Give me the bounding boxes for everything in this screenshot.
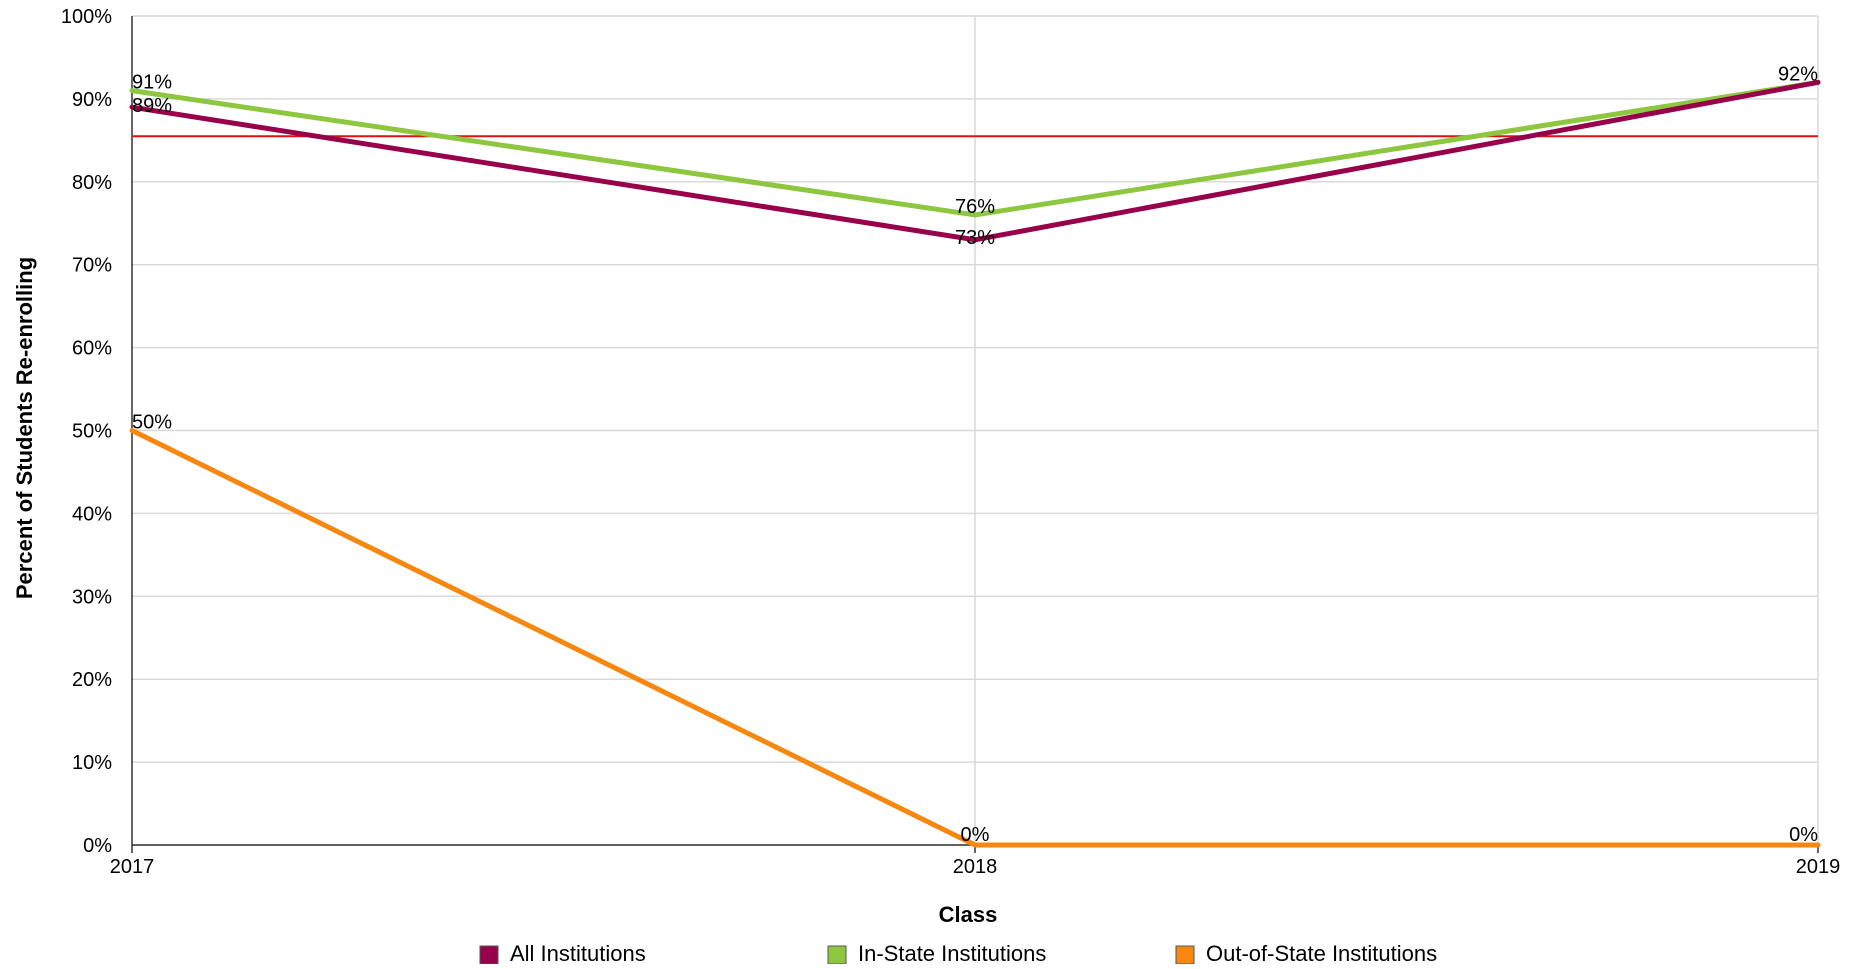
legend: All Institutions In-State Institutions Out… [479, 941, 1437, 966]
y-tick-label: 50% [72, 421, 112, 443]
legend-label: In-State Institutions [858, 941, 1046, 964]
y-tick-label: 20% [72, 669, 112, 691]
y-tick-label: 80% [72, 172, 112, 194]
y-tick-label: 10% [72, 752, 112, 774]
y-tick-label: 100% [61, 6, 112, 28]
y-tick-label: 0% [83, 835, 112, 857]
legend-label: All Institutions [510, 941, 646, 964]
x-tick-label: 2019 [1796, 856, 1841, 878]
data-label: 91% [132, 72, 172, 94]
y-tick-label: 30% [72, 586, 112, 608]
legend-label: Out-of-State Institutions [1206, 941, 1437, 964]
y-tick-label: 70% [72, 255, 112, 277]
y-tick-label: 40% [72, 503, 112, 525]
data-label: 0% [1789, 824, 1818, 846]
data-label: 50% [132, 412, 172, 434]
data-label: 0% [961, 824, 990, 846]
data-label: 89% [132, 95, 172, 117]
y-tick-label: 60% [72, 338, 112, 360]
series-lines [129, 79, 1821, 848]
data-label: 76% [955, 196, 995, 218]
data-labels: 89% 73% 91% 76% 92% 50% 0% 0% [132, 63, 1818, 846]
y-tick-label: 90% [72, 89, 112, 111]
legend-swatch [827, 945, 847, 965]
x-tick-label: 2017 [110, 856, 155, 878]
gridlines [132, 15, 1819, 846]
data-label: 92% [1778, 63, 1818, 85]
x-axis-title: Class [939, 902, 998, 927]
x-tick-label: 2018 [953, 856, 998, 878]
legend-swatch [479, 945, 499, 965]
series-line-out-of-state-institutions [129, 428, 1821, 848]
data-label: 73% [955, 227, 995, 249]
legend-swatch [1175, 945, 1195, 965]
series-line-in-state-institutions [129, 79, 1821, 218]
y-axis-title: Percent of Students Re-enrolling [12, 257, 37, 599]
series-line-all-institutions [129, 79, 1821, 243]
